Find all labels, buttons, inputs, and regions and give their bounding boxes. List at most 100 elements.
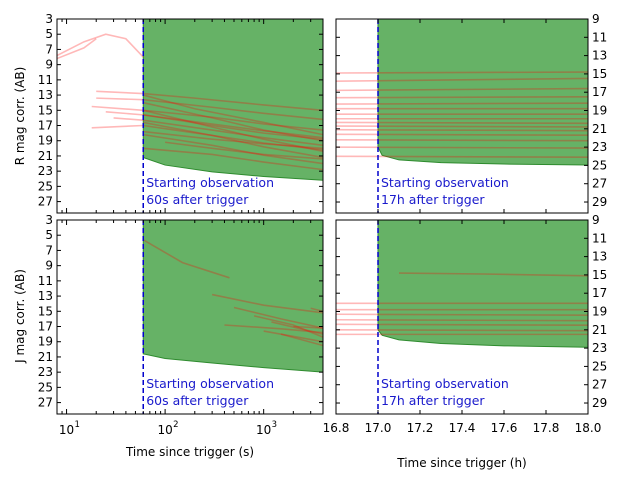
- y-tick-label: 25: [38, 179, 53, 193]
- x-tick-label: 17.2: [407, 421, 434, 435]
- y-tick-label: 21: [38, 149, 53, 163]
- light-curve-series: [143, 109, 323, 153]
- y-tick-label: 11: [592, 231, 607, 245]
- y-tick-label: 5: [45, 228, 53, 242]
- x-tick-label-exponent: 2: [173, 420, 178, 430]
- panel-r_seconds: Starting observation 60s after trigger 357…: [38, 12, 324, 214]
- y-tick-label: 17: [592, 286, 607, 300]
- y-tick-label: 11: [38, 274, 53, 288]
- x-tick-label: 10: [256, 423, 271, 437]
- light-curve-series: [143, 114, 323, 140]
- y-tick-label: 27: [592, 177, 607, 191]
- light-curve-series: [336, 329, 588, 332]
- x-tick-label: 17.6: [491, 421, 518, 435]
- y-tick-label: 9: [45, 58, 53, 72]
- panel-r_hours: Starting observation 17h after trigger 9 11…: [335, 12, 607, 214]
- light-curve-series: [336, 102, 588, 105]
- x-tick-label: 18.0: [575, 421, 602, 435]
- y-tick-label: 13: [38, 88, 53, 102]
- light-curve-series: [336, 121, 588, 125]
- y-tick-label: 23: [38, 365, 53, 379]
- axes-frame: [56, 219, 324, 415]
- y-tick-label: 5: [45, 27, 53, 41]
- y-tick-label: 21: [592, 122, 607, 136]
- light-curve-series: [142, 239, 230, 279]
- y-tick-label: 13: [592, 250, 607, 264]
- start-observation-annotation: Starting observation: [146, 175, 274, 190]
- light-curve-series: [336, 313, 588, 316]
- light-curve-series: [336, 155, 588, 158]
- y-tick-label: 3: [45, 213, 53, 227]
- y-tick-label: 15: [592, 67, 607, 81]
- y-tick-label: 25: [592, 359, 607, 373]
- x-tick-label-exponent: 3: [272, 420, 277, 430]
- y-tick-label: 7: [45, 243, 53, 257]
- start-delay-annotation: 60s after trigger: [146, 393, 249, 408]
- y-tick-label: 21: [592, 323, 607, 337]
- x-tick-label: 17.0: [365, 421, 392, 435]
- y-tick-label: 13: [38, 289, 53, 303]
- y-tick-label: 9: [592, 12, 600, 26]
- light-curve-series: [293, 325, 323, 329]
- light-curve-series: [336, 71, 588, 74]
- x-tick-label-exponent: 1: [75, 420, 80, 430]
- light-curve-series: [143, 121, 323, 159]
- x-tick-label: 16.8: [323, 421, 350, 435]
- y-tick-label: 27: [38, 396, 53, 410]
- axes-frame: [56, 18, 324, 214]
- start-observation-annotation: Starting observation: [381, 376, 509, 391]
- plot-area-r_seconds: [57, 19, 323, 213]
- light-curve-series: [263, 330, 323, 343]
- light-curve-series: [143, 147, 323, 171]
- y-tick-label: 17: [38, 320, 53, 334]
- plot-area-r_hours: [336, 19, 588, 213]
- x-tick-label: 17.8: [533, 421, 560, 435]
- r-mag-axis-label: R mag corr. (AB): [13, 67, 27, 166]
- light-curve-series: [143, 133, 323, 165]
- light-curve-series: [336, 133, 588, 137]
- light-curve-series: [143, 94, 323, 136]
- light-curve-series: [271, 321, 323, 335]
- y-tick-label: 11: [592, 30, 607, 44]
- light-curve-series: [91, 124, 323, 151]
- light-curve-series: [143, 101, 323, 142]
- light-curve-series: [336, 125, 588, 128]
- observable-window-region: [377, 220, 588, 348]
- x-axis-label-hours: Time since trigger (h): [396, 456, 526, 470]
- light-curve-series: [280, 333, 323, 347]
- plot-area-j_hours: [336, 220, 588, 414]
- y-tick-label: 19: [38, 335, 53, 349]
- start-delay-annotation: 17h after trigger: [381, 393, 485, 408]
- x-tick-label: 10: [157, 423, 172, 437]
- light-curve-series: [165, 141, 323, 160]
- light-curve-series: [336, 318, 588, 322]
- light-curve-series: [113, 117, 323, 147]
- y-tick-label: 19: [592, 104, 607, 118]
- light-curve-series: [57, 33, 144, 58]
- plot-area-j_seconds: [142, 220, 323, 414]
- light-curve-series: [336, 95, 588, 99]
- y-tick-label: 23: [592, 341, 607, 355]
- y-tick-label: 27: [38, 195, 53, 209]
- y-tick-label: 17: [38, 119, 53, 133]
- x-tick-label: 10: [59, 423, 74, 437]
- light-curve-series: [310, 307, 323, 313]
- y-tick-label: 9: [45, 259, 53, 273]
- light-curve-series: [336, 323, 588, 327]
- y-tick-label: 3: [45, 12, 53, 26]
- y-tick-label: 15: [38, 304, 53, 318]
- x-tick-label: 17.4: [449, 421, 476, 435]
- light-curve-series: [211, 293, 323, 314]
- y-tick-label: 23: [592, 140, 607, 154]
- light-curve-series: [336, 87, 588, 92]
- y-tick-label: 19: [38, 134, 53, 148]
- y-tick-label: 13: [592, 49, 607, 63]
- y-tick-label: 27: [592, 378, 607, 392]
- y-tick-label: 29: [592, 195, 607, 209]
- y-tick-label: 15: [592, 268, 607, 282]
- panel-j_hours: Starting observation 17h after trigger 9 11…: [323, 213, 608, 435]
- y-tick-label: 23: [38, 164, 53, 178]
- observable-window-region: [142, 220, 323, 373]
